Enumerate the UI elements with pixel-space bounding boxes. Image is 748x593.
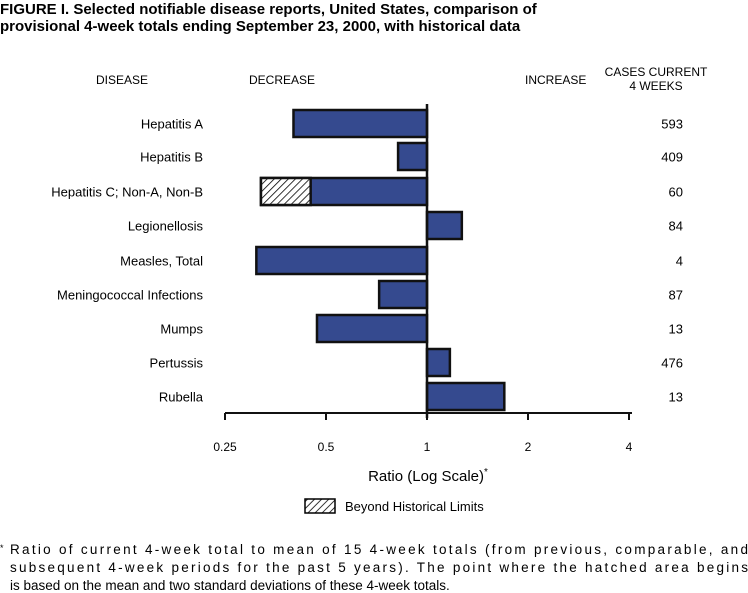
cases-value: 13: [669, 390, 683, 405]
x-tick-label: 0.25: [213, 440, 237, 454]
category-label: Rubella: [159, 390, 204, 405]
footnote-marker: *: [0, 543, 4, 553]
x-tick-label: 1: [424, 440, 431, 454]
x-tick-label: 2: [525, 440, 532, 454]
category-label: Measles, Total: [120, 254, 203, 269]
category-label: Hepatitis B: [140, 150, 203, 165]
cases-value: 4: [676, 254, 683, 269]
category-label: Legionellosis: [128, 219, 204, 234]
header-cases-1: CASES CURRENT: [605, 65, 708, 79]
cases-value: 476: [661, 356, 683, 371]
header-cases-2: 4 WEEKS: [629, 79, 682, 93]
title-line2: provisional 4-week totals ending Septemb…: [0, 18, 521, 35]
bar: [292, 108, 429, 139]
footnote-line2: subsequent 4-week periods for the past 5…: [10, 560, 748, 575]
category-label: Mumps: [160, 322, 203, 337]
header-disease: DISEASE: [96, 73, 148, 87]
bar: [425, 381, 506, 412]
header-decrease: DECREASE: [249, 73, 315, 87]
category-label: Meningococcal Infections: [57, 288, 203, 303]
bar: [377, 279, 429, 310]
legend-hatched-swatch: [304, 498, 336, 514]
bar: [396, 141, 429, 172]
bar: [425, 210, 464, 241]
x-tick-label: 4: [626, 440, 633, 454]
cases-value: 13: [669, 322, 683, 337]
bar: [315, 313, 429, 344]
category-label: Hepatitis C; Non-A, Non-B: [51, 185, 203, 200]
bar: [255, 245, 429, 276]
cases-value: 593: [661, 117, 683, 132]
header-increase: INCREASE: [525, 73, 586, 87]
cases-value: 87: [669, 288, 683, 303]
footnote-line3: is based on the mean and two standard de…: [10, 578, 450, 593]
bar: [425, 347, 452, 378]
category-label: Pertussis: [150, 356, 204, 371]
x-tick-label: 0.5: [318, 440, 335, 454]
title-line1: FIGURE I. Selected notifiable disease re…: [0, 1, 538, 18]
bar-beyond-limits: [259, 176, 312, 207]
category-label: Hepatitis A: [141, 117, 203, 132]
cases-value: 84: [669, 219, 683, 234]
cases-value: 60: [669, 185, 683, 200]
legend-hatched-label: Beyond Historical Limits: [345, 499, 484, 514]
footnote-line1: Ratio of current 4-week total to mean of…: [10, 542, 748, 557]
cases-value: 409: [661, 150, 683, 165]
x-axis-label: Ratio (Log Scale)*: [368, 467, 488, 485]
